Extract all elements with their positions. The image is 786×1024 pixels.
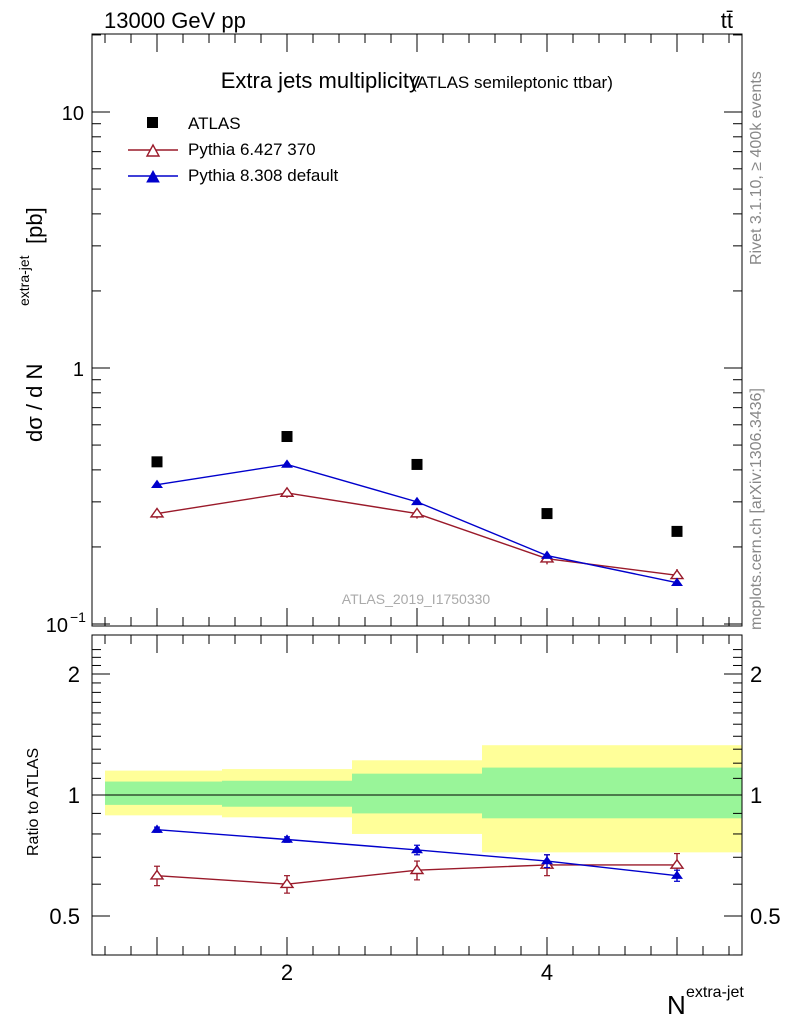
main-point-pythia8 — [151, 479, 163, 488]
ratio-band-inner — [352, 773, 482, 814]
channel-label: tt̄ — [721, 8, 733, 33]
legend-pythia8-marker — [146, 169, 160, 183]
main-ytick-label: 10 — [46, 615, 68, 637]
main-point-pythia6 — [149, 507, 165, 518]
main-point-pythia8 — [541, 550, 553, 559]
ratio-ylabel: Ratio to ATLAS — [25, 748, 42, 856]
ratio-band-inner — [482, 767, 612, 819]
ratio-ytick-label-right: 0.5 — [750, 904, 781, 929]
ratio-point-pythia8 — [671, 870, 683, 879]
legend-pythia6-label: Pythia 6.427 370 — [188, 140, 316, 159]
main-ylabel: dσ / d N extra-jet [pb] — [16, 207, 47, 442]
chart-subtitle: (ATLAS semileptonic ttbar) — [411, 73, 613, 92]
main-ytick-label: 10 — [62, 103, 84, 125]
ratio-panel: 0.5 0.5 1 1 2 2 2 4 Ratio to ATLAS N extra-jet — [25, 634, 781, 1020]
main-point-atlas — [671, 525, 683, 537]
main-ytick-label: 1 — [73, 359, 84, 381]
main-point-atlas — [281, 431, 293, 443]
ratio-xtick-label: 2 — [281, 960, 293, 985]
ratio-xlabel-main: N — [667, 990, 686, 1020]
ratio-band-inner — [222, 780, 352, 807]
ratio-point-pythia6 — [669, 858, 685, 869]
rivet-label: Rivet 3.1.10, ≥ 400k events — [748, 71, 765, 265]
legend-atlas-marker — [147, 117, 158, 128]
ratio-ytick-label-left: 1 — [68, 783, 80, 808]
ratio-ytick-label-right: 2 — [750, 662, 762, 687]
ratio-point-pythia8 — [281, 834, 293, 843]
ratio-ytick-label-left: 2 — [68, 662, 80, 687]
main-ytick-label-sup: −1 — [70, 609, 86, 625]
main-point-pythia8 — [281, 459, 293, 468]
legend-pythia6-marker — [145, 143, 161, 157]
ratio-ytick-label-right: 1 — [750, 783, 762, 808]
main-ylabel-unit: [pb] — [22, 207, 47, 244]
ratio-point-pythia6 — [149, 869, 165, 880]
main-point-pythia8 — [671, 577, 683, 586]
main-point-atlas — [151, 456, 163, 468]
ratio-xlabel: N extra-jet — [667, 984, 744, 1020]
ratio-band-inner — [105, 781, 222, 805]
main-ylabel-text: dσ / d N — [22, 364, 47, 442]
legend-atlas-label: ATLAS — [188, 114, 241, 133]
ratio-point-pythia8 — [151, 824, 163, 833]
ratio-ytick-label-left: 0.5 — [49, 904, 80, 929]
main-series-line-1 — [156, 492, 678, 576]
main-point-pythia8 — [411, 496, 423, 506]
ratio-point-pythia8 — [411, 844, 423, 854]
ratio-point-pythia6 — [409, 863, 425, 875]
ratio-xlabel-sup: extra-jet — [686, 984, 744, 1001]
ratio-point-pythia8 — [541, 855, 553, 865]
process-label: 13000 GeV pp — [104, 8, 246, 33]
main-frame — [91, 33, 743, 627]
ratio-frame — [91, 634, 743, 956]
ratio-point-pythia6 — [279, 877, 295, 889]
legend: ATLAS Pythia 6.427 370 Pythia 8.308 defa… — [128, 114, 339, 185]
analysis-id: ATLAS_2019_I1750330 — [342, 591, 491, 607]
ratio-xtick-label: 4 — [541, 960, 553, 985]
main-point-atlas — [541, 508, 553, 520]
legend-pythia8-label: Pythia 8.308 default — [188, 166, 339, 185]
ratio-band-inner — [612, 767, 742, 819]
main-point-pythia6 — [409, 507, 425, 518]
mcplots-label: mcplots.cern.ch [arXiv:1306.3436] — [748, 388, 765, 630]
main-point-atlas — [411, 458, 423, 470]
main-point-pythia6 — [279, 486, 295, 497]
chart-title: Extra jets multiplicity — [221, 68, 420, 93]
main-ylabel-sup: extra-jet — [16, 255, 32, 306]
